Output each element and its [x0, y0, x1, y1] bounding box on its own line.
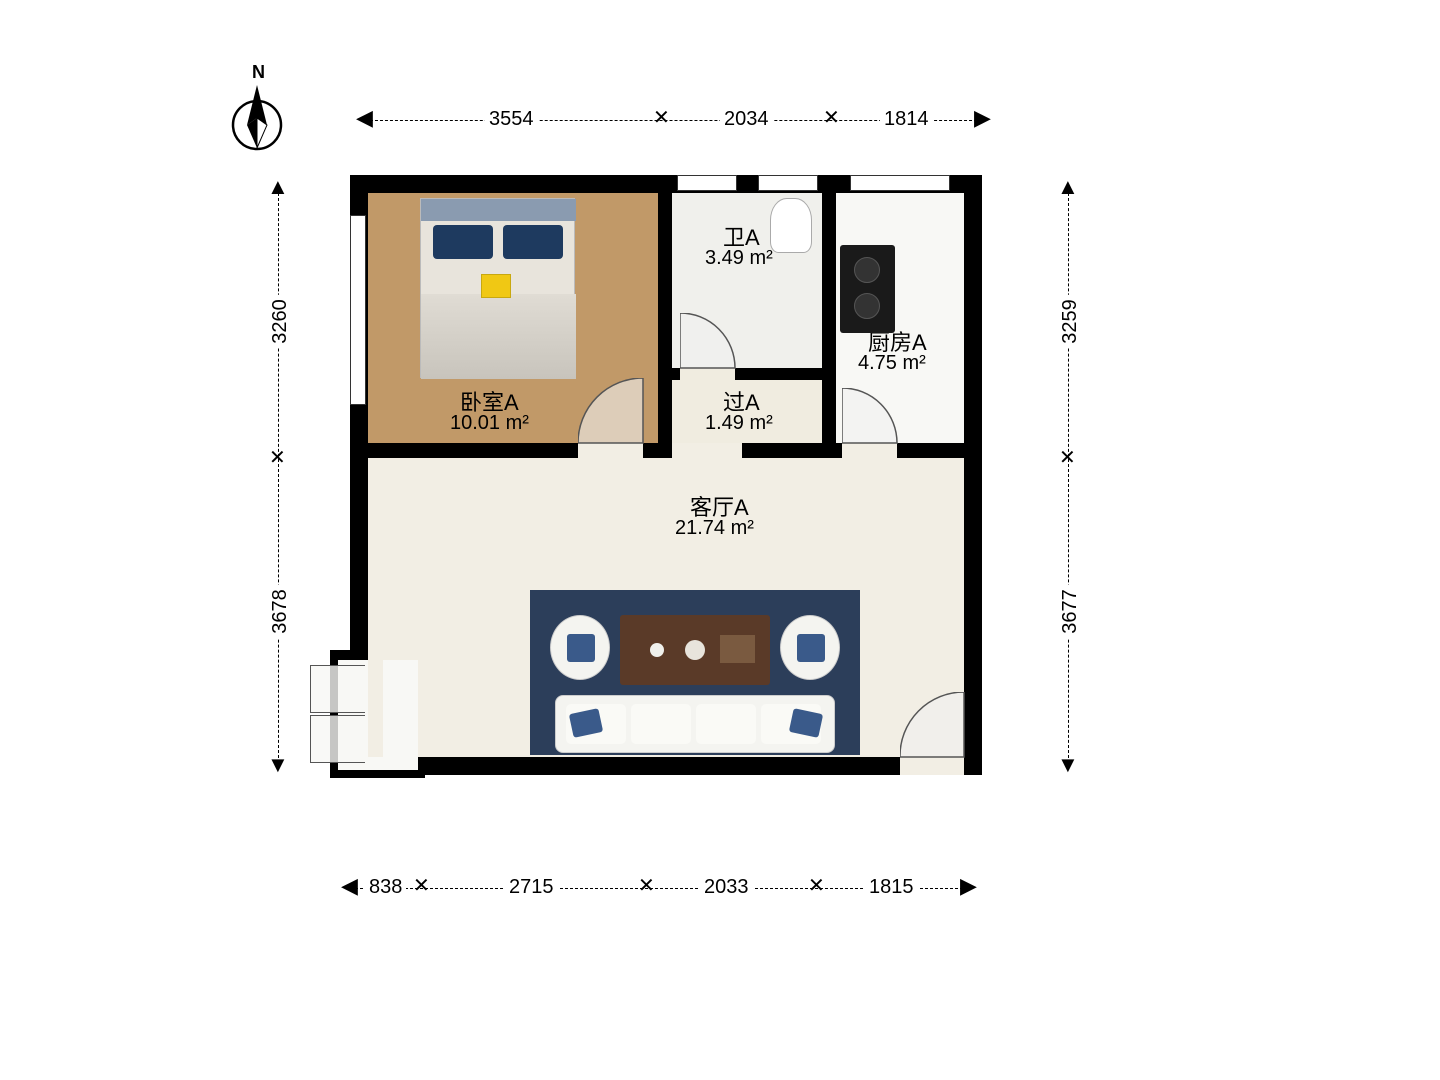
door-bedroom-arc	[578, 378, 648, 448]
dim-bot-4: 1815	[865, 876, 918, 899]
compass-label: N	[252, 62, 265, 83]
door-balcony-panel2	[310, 715, 365, 763]
door-balcony-panel1	[310, 665, 365, 713]
door-entry-arc	[900, 692, 970, 762]
door-hall-gap	[672, 443, 742, 458]
toilet	[770, 198, 812, 253]
door-balcony-gap	[368, 660, 383, 757]
wall-right	[964, 175, 982, 775]
area-bathroom: 3.49 m²	[705, 247, 773, 270]
stove	[840, 245, 895, 333]
wall-bottom	[415, 757, 982, 775]
sofa	[555, 695, 835, 753]
dim-top-3: 1814	[880, 108, 933, 131]
area-bedroom: 10.01 m²	[450, 412, 529, 435]
wall-bedroom-right	[658, 175, 672, 455]
area-hallway: 1.49 m²	[705, 412, 773, 435]
dim-bot-1: 838	[365, 876, 406, 899]
wall-bath-kitchen	[822, 175, 836, 455]
dim-top-2: 2034	[720, 108, 773, 131]
window-bedroom	[350, 215, 366, 405]
dim-left-2: 3678	[269, 585, 292, 638]
dim-bot-2: 2715	[505, 876, 558, 899]
door-kitchen-arc	[842, 388, 902, 448]
coffee-table	[620, 615, 770, 685]
wall-balcony-bottom	[330, 770, 425, 778]
area-living: 21.74 m²	[675, 517, 754, 540]
dim-right-1: 3259	[1059, 295, 1082, 348]
armchair-left	[550, 615, 610, 680]
floorplan: N ◀ ✕ ✕ ▶ 3554 2034 1814 ◀ ✕ ✕ ✕ ▶ 838 2…	[150, 60, 1290, 1020]
window-bath2	[758, 175, 818, 191]
dim-left-1: 3260	[269, 295, 292, 348]
compass-icon	[230, 80, 285, 160]
dim-top-1: 3554	[485, 108, 538, 131]
area-kitchen: 4.75 m²	[858, 352, 926, 375]
armchair-right	[780, 615, 840, 680]
dim-right-2: 3677	[1059, 585, 1082, 638]
dim-bot-3: 2033	[700, 876, 753, 899]
window-bath	[677, 175, 737, 191]
window-kitchen	[850, 175, 950, 191]
door-bath-arc	[680, 313, 740, 373]
bed	[420, 198, 575, 378]
